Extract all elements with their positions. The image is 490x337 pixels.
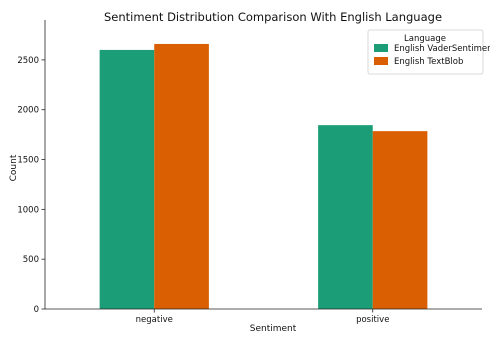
y-tick-label: 1000 bbox=[17, 205, 39, 215]
x-axis-label: Sentiment bbox=[250, 324, 297, 334]
legend: Language English VaderSentimen English Te… bbox=[367, 29, 490, 75]
legend-label: English TextBlob bbox=[394, 57, 463, 67]
legend-items: English VaderSentimen English TextBlob bbox=[374, 44, 490, 67]
y-tick-label: 500 bbox=[23, 255, 39, 265]
bar-positive-textblob bbox=[372, 131, 428, 309]
legend-swatch bbox=[374, 44, 388, 52]
y-tick-label: 1500 bbox=[17, 156, 39, 166]
bars-group bbox=[99, 43, 428, 310]
y-tick-label: 2000 bbox=[17, 106, 39, 116]
bar-negative-textblob bbox=[154, 43, 209, 309]
bar-positive-vader bbox=[318, 125, 373, 309]
x-tick-label: positive bbox=[356, 315, 389, 325]
legend-title: Language bbox=[404, 34, 446, 44]
legend-frame bbox=[367, 29, 484, 75]
legend-label: English VaderSentimen bbox=[394, 44, 490, 54]
x-tick-label: negative bbox=[136, 315, 173, 325]
y-tick-label: 0 bbox=[34, 305, 39, 315]
legend-swatch bbox=[374, 57, 388, 65]
bar-negative-vader bbox=[99, 49, 155, 310]
y-tick-label: 2500 bbox=[17, 56, 39, 66]
chart-title: Sentiment Distribution Comparison With E… bbox=[104, 10, 442, 24]
y-axis-label: Count bbox=[9, 154, 19, 181]
y-axis: 0 500 1000 1500 2000 2500 bbox=[17, 56, 45, 315]
x-axis: negative positive bbox=[136, 309, 389, 325]
